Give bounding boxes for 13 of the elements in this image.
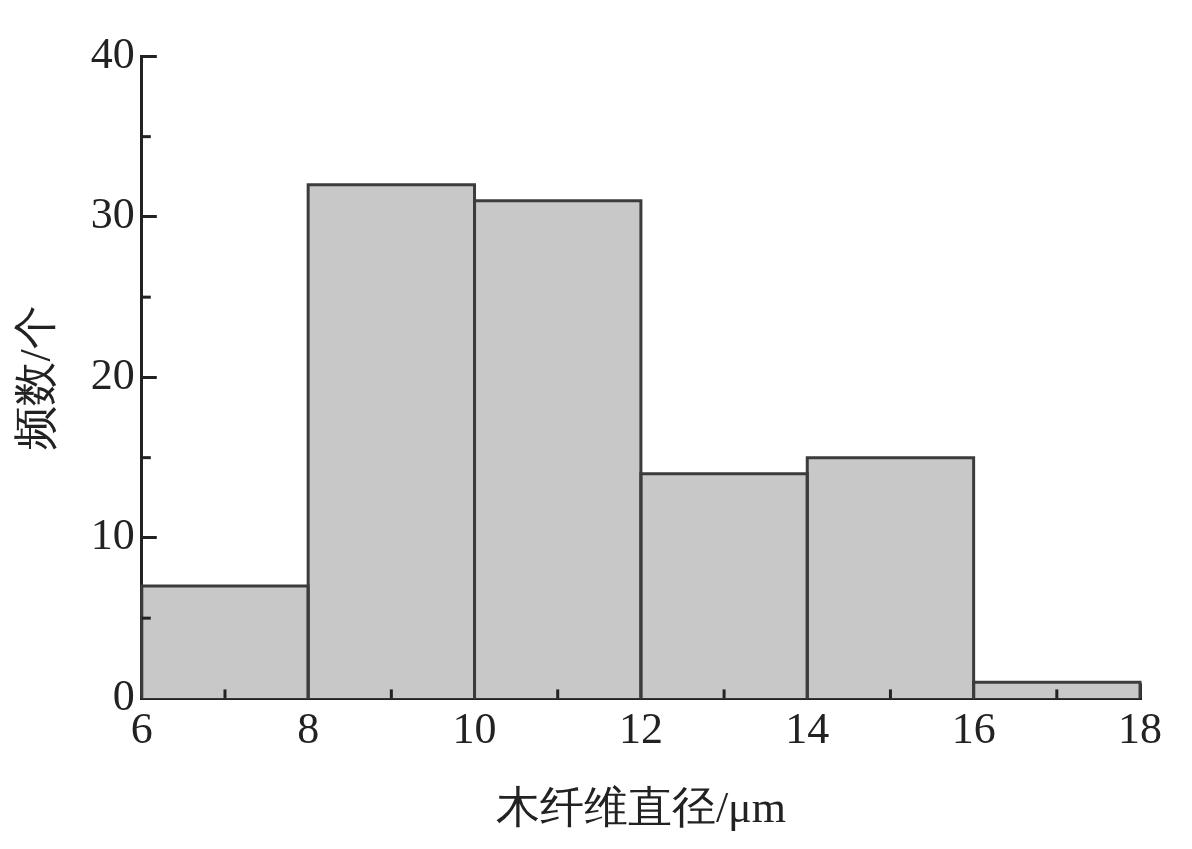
y-tick-label: 30: [90, 189, 135, 239]
x-tick-label: 18: [1118, 704, 1162, 754]
x-axis-title: 木纤维直径/μm: [495, 783, 786, 833]
y-tick-label: 10: [90, 510, 135, 560]
y-axis-title: 频数/个: [10, 305, 60, 450]
x-tick-label: 12: [618, 704, 663, 754]
x-tick-label: 16: [951, 704, 996, 754]
x-tick-label: 10: [452, 704, 497, 754]
y-tick-label: 40: [90, 28, 135, 78]
x-tick-label: 8: [297, 704, 320, 754]
y-tick-label: 20: [90, 349, 135, 399]
y-tick-label: 0: [112, 670, 135, 720]
x-tick-label: 14: [785, 704, 830, 754]
